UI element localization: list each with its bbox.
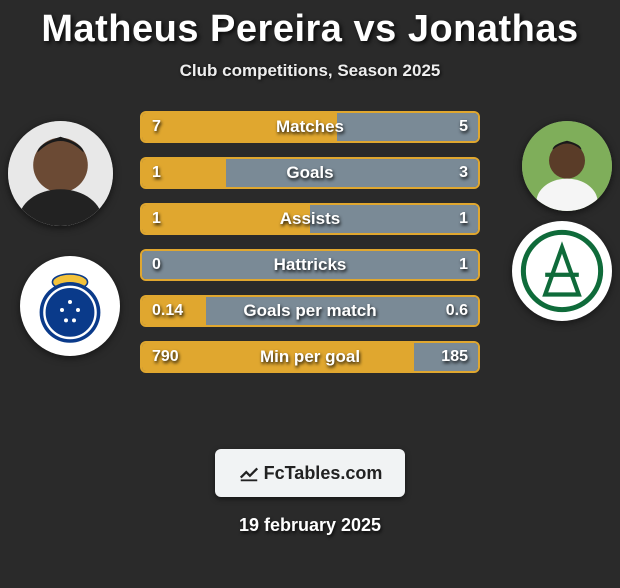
stat-label: Min per goal — [142, 343, 478, 371]
stat-value-left: 1 — [142, 205, 171, 233]
stat-value-left: 1 — [142, 159, 171, 187]
club-badge-left — [20, 256, 120, 356]
page-subtitle: Club competitions, Season 2025 — [0, 61, 620, 81]
stat-value-left: 0.14 — [142, 297, 193, 325]
stat-label: Matches — [142, 113, 478, 141]
player-right-face-icon — [522, 121, 612, 211]
cruzeiro-badge-icon — [30, 266, 110, 346]
branding-badge: FcTables.com — [215, 449, 405, 497]
stat-label: Hattricks — [142, 251, 478, 279]
stat-value-left: 7 — [142, 113, 171, 141]
stat-row: Hattricks0 1 — [140, 249, 480, 281]
stat-label: Goals — [142, 159, 478, 187]
stat-value-left: 790 — [142, 343, 189, 371]
stat-row: Goals per match0.140.6 — [140, 295, 480, 327]
branding-text: FcTables.com — [264, 463, 383, 484]
player-left-photo — [8, 121, 113, 226]
stat-row: Assists1 1 — [140, 203, 480, 235]
comparison-panel: Matches75Goals13Assists11Hattricks01Goal… — [0, 111, 620, 431]
page-title: Matheus Pereira vs Jonathas — [0, 8, 620, 51]
stat-value-right: 185 — [431, 343, 478, 371]
america-mg-badge-icon — [520, 229, 604, 313]
stat-label: Assists — [142, 205, 478, 233]
stat-bars: Matches75Goals13Assists11Hattricks01Goal… — [140, 111, 480, 387]
player-left-face-icon — [8, 121, 113, 226]
date-text: 19 february 2025 — [0, 515, 620, 536]
stat-row: Matches7 5 — [140, 111, 480, 143]
club-badge-right — [512, 221, 612, 321]
stat-value-right: 1 — [449, 205, 478, 233]
stat-value-left: 0 — [142, 251, 171, 279]
stat-row: Goals1 3 — [140, 157, 480, 189]
stat-row: Min per goal790 185 — [140, 341, 480, 373]
chart-icon — [238, 462, 260, 484]
stat-value-right: 0.6 — [436, 297, 478, 325]
stat-value-right: 5 — [449, 113, 478, 141]
stat-value-right: 3 — [449, 159, 478, 187]
stat-value-right: 1 — [449, 251, 478, 279]
player-right-photo — [522, 121, 612, 211]
